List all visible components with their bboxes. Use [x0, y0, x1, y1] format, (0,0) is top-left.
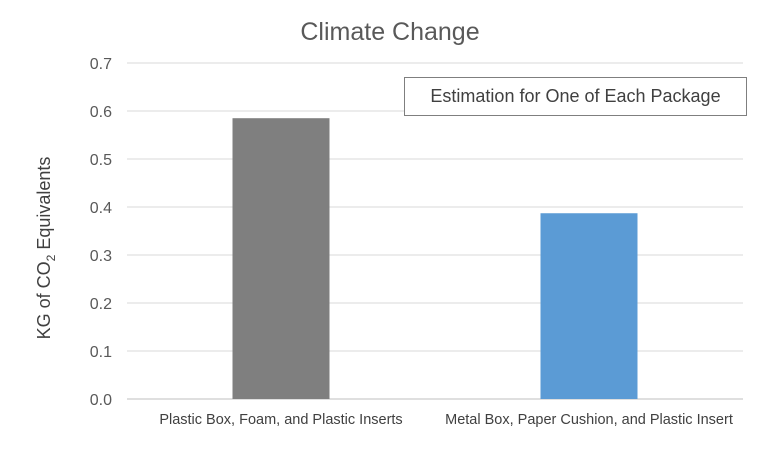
bar: [232, 118, 330, 399]
y-tick-label: 0.7: [90, 56, 112, 73]
chart-title: Climate Change: [300, 18, 480, 46]
x-category-label: Plastic Box, Foam, and Plastic Inserts: [159, 412, 402, 428]
y-tick-label: 0.3: [90, 248, 112, 265]
y-tick-label: 0.5: [90, 152, 112, 169]
y-tick-label: 0.6: [90, 104, 112, 121]
y-tick-label: 0.4: [90, 200, 112, 217]
y-tick-label: 0.0: [90, 392, 112, 409]
annotation-box: Estimation for One of Each Package: [404, 77, 747, 116]
bar: [540, 213, 638, 399]
x-category-label: Metal Box, Paper Cushion, and Plastic In…: [445, 412, 733, 428]
y-tick-label: 0.2: [90, 296, 112, 313]
y-tick-label: 0.1: [90, 344, 112, 361]
